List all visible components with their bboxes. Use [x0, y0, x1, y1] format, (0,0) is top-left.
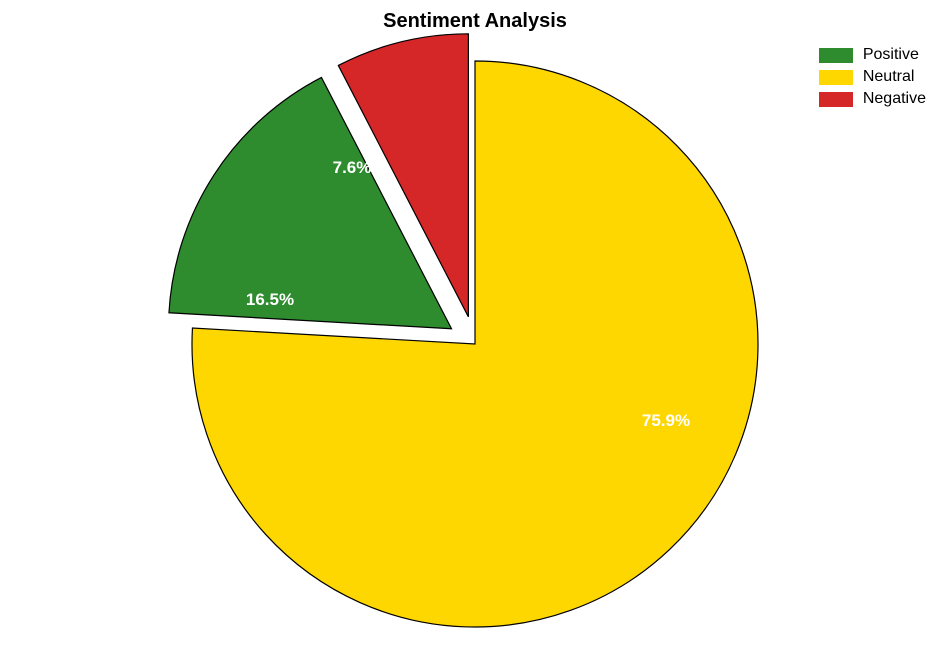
legend-item-negative: Negative: [819, 90, 926, 108]
legend-label-positive: Positive: [863, 46, 919, 64]
slice-label-negative: 7.6%: [333, 158, 372, 178]
legend-label-negative: Negative: [863, 90, 926, 108]
legend-item-positive: Positive: [819, 46, 926, 64]
legend: Positive Neutral Negative: [819, 46, 926, 112]
legend-label-neutral: Neutral: [863, 68, 915, 86]
legend-item-neutral: Neutral: [819, 68, 926, 86]
legend-swatch-negative: [819, 92, 853, 107]
slice-label-positive: 16.5%: [246, 290, 294, 310]
slice-label-neutral: 75.9%: [642, 411, 690, 431]
sentiment-pie-chart: Sentiment Analysis PositiveNeutralNegati…: [0, 0, 950, 662]
legend-swatch-neutral: [819, 70, 853, 85]
pie-svg: [0, 0, 950, 662]
legend-swatch-positive: [819, 48, 853, 63]
